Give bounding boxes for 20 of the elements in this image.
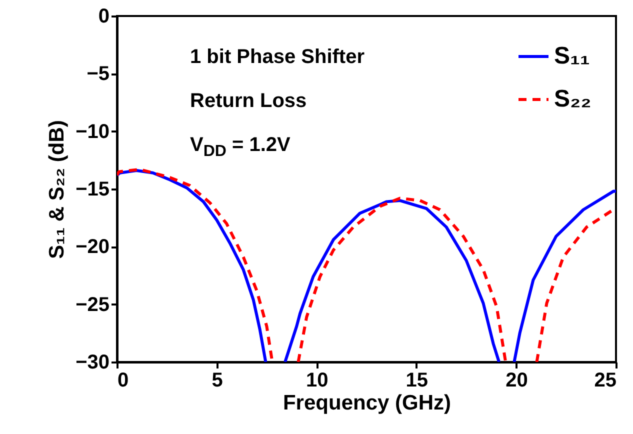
annotation: Return Loss — [190, 90, 307, 113]
x-tick-label: 25 — [594, 370, 616, 392]
y-tick-label: −5 — [86, 63, 110, 86]
y-tick-label: −15 — [76, 178, 110, 200]
x-tick-label: 0 — [118, 370, 129, 392]
y-tick-label: −20 — [76, 236, 110, 258]
y-tick-label: −25 — [76, 294, 110, 316]
y-tick-label: −10 — [76, 120, 110, 143]
y-axis-title: S₁₁ & S₂₂ (dB) — [46, 120, 69, 259]
y-tick-label: 0 — [98, 6, 110, 28]
legend-label: S₂₂ — [554, 86, 592, 112]
x-axis-title: Frequency (GHz) — [282, 392, 452, 414]
x-tick-label: 15 — [406, 370, 428, 392]
legend-label: S₁₁ — [554, 42, 590, 70]
x-tick-label: 20 — [506, 370, 528, 392]
x-tick-label: 10 — [306, 370, 328, 392]
x-tick-label: 5 — [212, 370, 223, 392]
annotation: V$_{DD}$ = 1.2V — [190, 134, 290, 161]
y-tick-label: −30 — [76, 352, 110, 374]
annotation: 1 bit Phase Shifter — [190, 46, 364, 69]
